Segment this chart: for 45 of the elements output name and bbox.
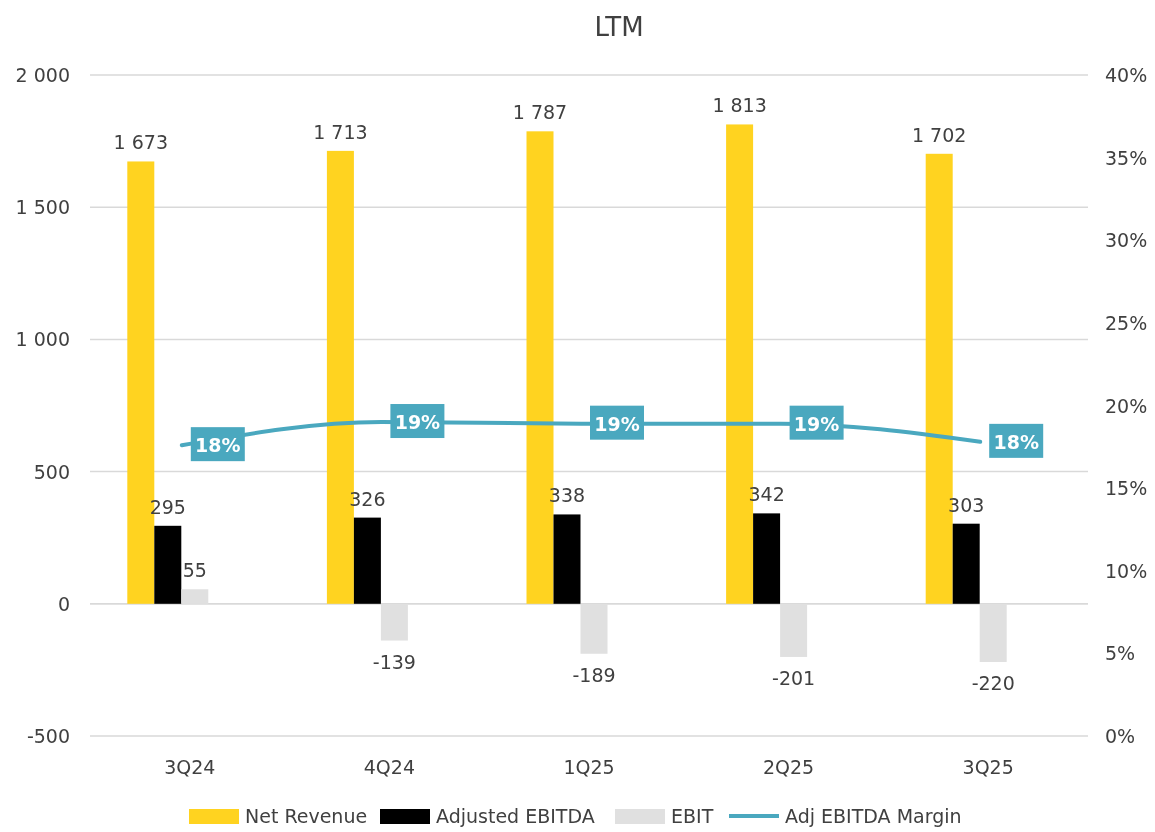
legend-label: Net Revenue — [245, 805, 368, 827]
data-label: 18% — [195, 434, 241, 457]
bar — [952, 523, 980, 604]
data-label: -139 — [372, 650, 416, 673]
y-tick-label: 2 000 — [15, 64, 70, 86]
legend-label: EBIT — [671, 805, 714, 827]
y2-tick-label: 10% — [1105, 559, 1148, 582]
bar — [353, 517, 381, 604]
y-tick-label: 1 500 — [15, 196, 70, 219]
data-label: 19% — [793, 412, 840, 435]
y2-tick-label: 15% — [1105, 477, 1148, 500]
chart-title: LTM — [594, 12, 644, 42]
x-tick-label: 1Q25 — [563, 756, 615, 778]
y-tick-label: -500 — [26, 725, 70, 747]
data-label: 1 713 — [313, 120, 368, 143]
data-label: 1 673 — [113, 131, 168, 154]
y2-tick-label: 20% — [1105, 394, 1148, 417]
y2-tick-label: 35% — [1105, 146, 1148, 169]
data-label: 19% — [394, 411, 441, 434]
x-tick-label: 2Q25 — [762, 756, 815, 778]
y-tick-label: 500 — [33, 460, 70, 483]
data-label: -201 — [772, 666, 816, 689]
legend-label: Adjusted EBITDA — [436, 805, 595, 827]
data-label: 1 787 — [512, 101, 568, 124]
bar — [753, 513, 781, 604]
y-tick-label: 0 — [57, 592, 70, 615]
legend-label: Adj EBITDA Margin — [785, 805, 962, 827]
data-label: 55 — [182, 559, 207, 582]
y2-tick-label: 0% — [1105, 725, 1136, 747]
data-label: 1 813 — [712, 94, 767, 117]
data-label: 18% — [993, 430, 1039, 453]
data-label: -189 — [572, 663, 616, 686]
x-tick-label: 3Q25 — [962, 756, 1014, 778]
data-label: 19% — [594, 412, 640, 435]
y2-tick-label: 25% — [1105, 311, 1148, 334]
x-tick-label: 4Q24 — [363, 756, 416, 778]
y-tick-label: 1 000 — [15, 328, 70, 351]
y2-tick-label: 5% — [1105, 642, 1136, 665]
y2-tick-label: 40% — [1105, 64, 1148, 86]
x-tick-label: 3Q24 — [164, 756, 216, 778]
data-label: -220 — [971, 671, 1015, 694]
y2-tick-label: 30% — [1105, 229, 1148, 252]
data-label: 1 702 — [912, 123, 967, 146]
bar — [553, 514, 581, 604]
bar — [154, 525, 182, 604]
